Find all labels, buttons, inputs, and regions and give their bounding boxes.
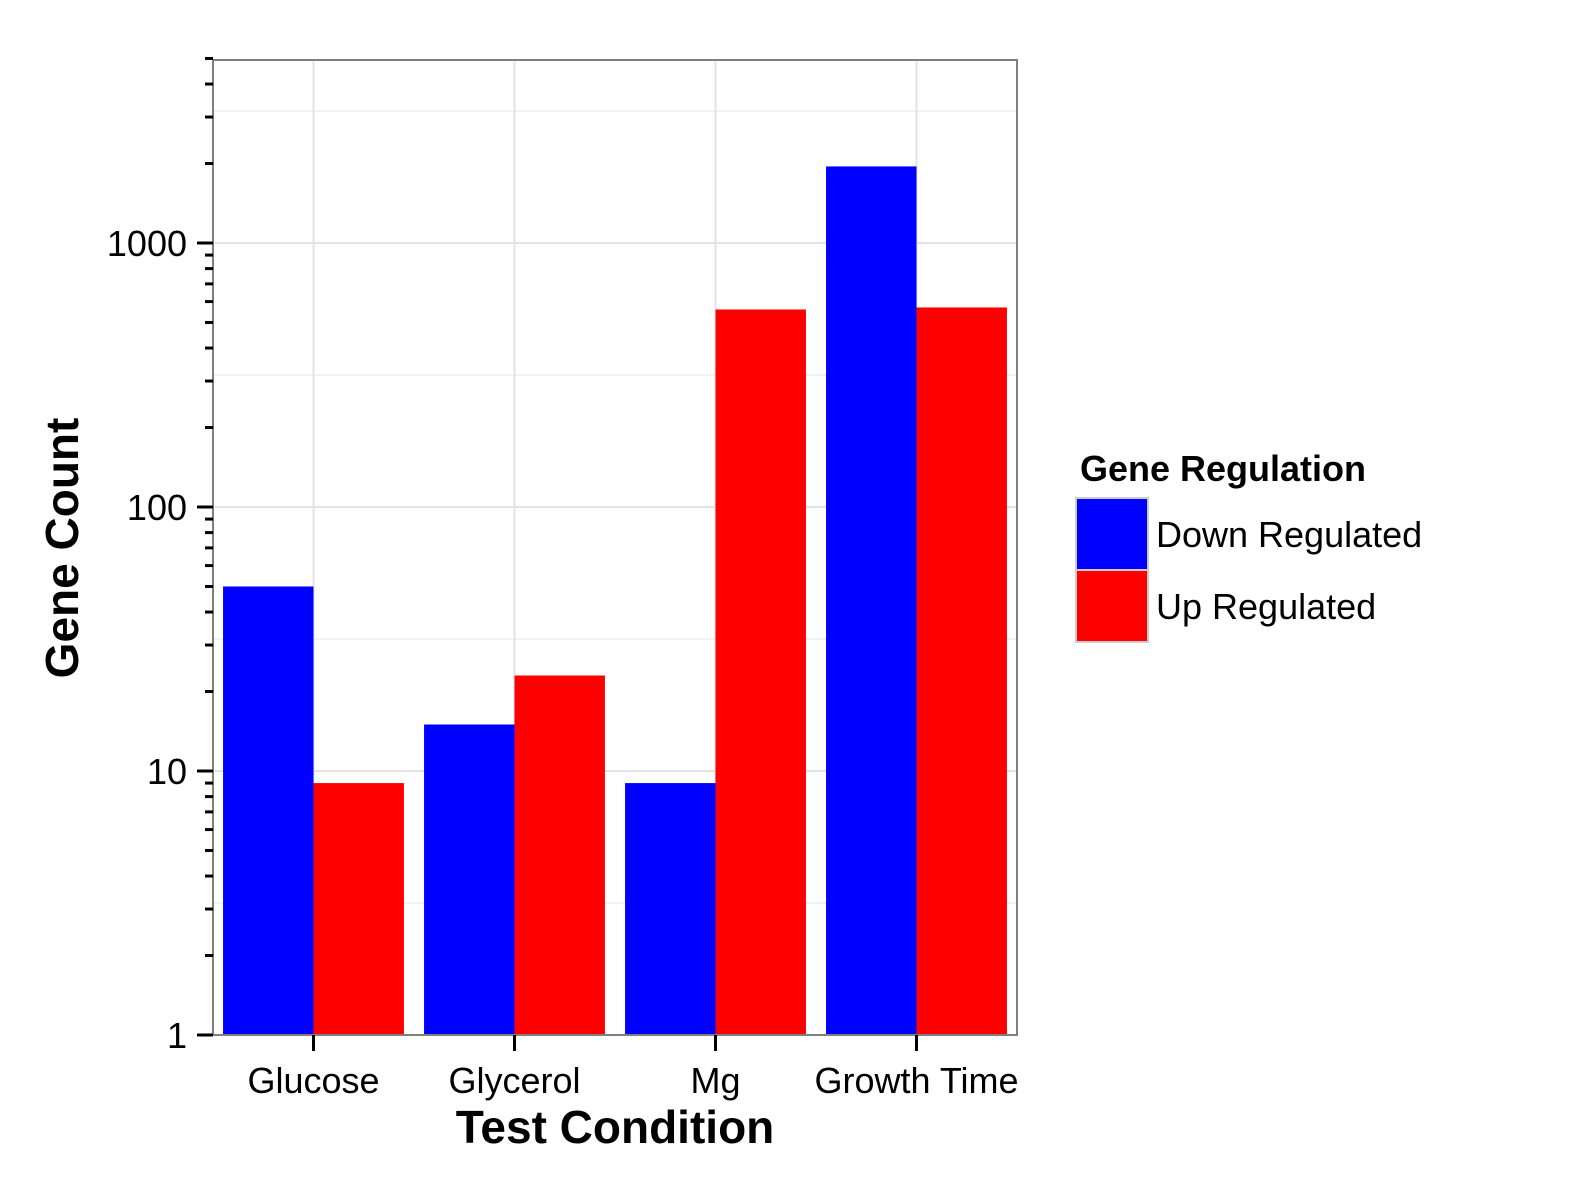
bar bbox=[514, 675, 605, 1035]
bar bbox=[715, 309, 806, 1035]
x-tick-label: Growth Time bbox=[814, 1060, 1018, 1101]
bar bbox=[223, 586, 314, 1035]
legend-key-swatch bbox=[1075, 569, 1149, 643]
bar bbox=[625, 783, 716, 1035]
y-tick-label: 10 bbox=[147, 751, 187, 792]
y-axis-title: Gene Count bbox=[36, 418, 88, 679]
legend-item-label: Down Regulated bbox=[1156, 514, 1422, 555]
y-axis-tick-labels: 1 10 100 1000 bbox=[107, 223, 187, 1056]
bars bbox=[223, 166, 1007, 1036]
bar bbox=[916, 307, 1007, 1035]
y-tick-label: 1 bbox=[167, 1015, 187, 1056]
x-axis-tick-labels: Glucose Glycerol Mg Growth Time bbox=[247, 1060, 1018, 1101]
bar bbox=[826, 166, 917, 1036]
legend-title: Gene Regulation bbox=[1080, 448, 1366, 489]
legend-item-label: Up Regulated bbox=[1156, 586, 1376, 627]
x-axis-title: Test Condition bbox=[456, 1101, 775, 1153]
y-tick-label: 100 bbox=[127, 487, 187, 528]
legend-key-swatch bbox=[1075, 497, 1149, 571]
x-tick-label: Glycerol bbox=[448, 1060, 580, 1101]
legend: Gene Regulation Down Regulated Up Regulat… bbox=[1075, 448, 1422, 643]
bar bbox=[313, 783, 404, 1035]
bar bbox=[424, 724, 515, 1035]
axis-ticks bbox=[197, 56, 918, 1051]
y-tick-label: 1000 bbox=[107, 223, 187, 264]
legend-items: Down Regulated Up Regulated bbox=[1075, 497, 1422, 643]
x-tick-label: Mg bbox=[690, 1060, 740, 1101]
x-tick-label: Glucose bbox=[247, 1060, 379, 1101]
